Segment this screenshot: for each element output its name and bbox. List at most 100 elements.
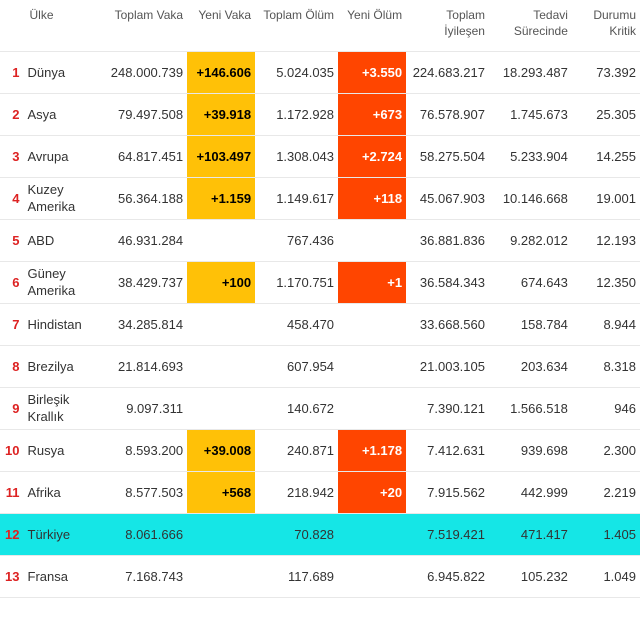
cell-critical: 1.405	[572, 514, 640, 556]
cell-new-deaths: +1	[338, 262, 406, 304]
cell-rank: 4	[0, 178, 26, 220]
cell-rank: 3	[0, 136, 26, 178]
cell-rank: 7	[0, 304, 26, 346]
cell-country: Kuzey Amerika	[26, 178, 105, 220]
cell-total-cases: 7.168.743	[104, 556, 187, 598]
cell-total-deaths: 70.828	[255, 514, 338, 556]
table-row[interactable]: 1Dünya248.000.739+146.6065.024.035+3.550…	[0, 52, 640, 94]
cell-total-deaths: 1.170.751	[255, 262, 338, 304]
col-header-critical: Durumu Kritik	[572, 0, 640, 52]
table-row[interactable]: 7Hindistan34.285.814458.47033.668.560158…	[0, 304, 640, 346]
cell-treatment: 939.698	[489, 430, 572, 472]
cell-recovered: 33.668.560	[406, 304, 489, 346]
col-header-total-deaths: Toplam Ölüm	[255, 0, 338, 52]
cell-new-deaths: +3.550	[338, 52, 406, 94]
cell-total-cases: 248.000.739	[104, 52, 187, 94]
table-row[interactable]: 6Güney Amerika38.429.737+1001.170.751+13…	[0, 262, 640, 304]
cell-treatment: 10.146.668	[489, 178, 572, 220]
table-row[interactable]: 4Kuzey Amerika56.364.188+1.1591.149.617+…	[0, 178, 640, 220]
cell-total-deaths: 607.954	[255, 346, 338, 388]
cell-critical: 2.300	[572, 430, 640, 472]
cell-treatment: 674.643	[489, 262, 572, 304]
cell-recovered: 36.584.343	[406, 262, 489, 304]
cell-total-cases: 8.577.503	[104, 472, 187, 514]
table-row[interactable]: 3Avrupa64.817.451+103.4971.308.043+2.724…	[0, 136, 640, 178]
cell-treatment: 1.745.673	[489, 94, 572, 136]
cell-total-deaths: 218.942	[255, 472, 338, 514]
cell-new-deaths	[338, 220, 406, 262]
cell-country: Afrika	[26, 472, 105, 514]
table-row[interactable]: 8Brezilya21.814.693607.95421.003.105203.…	[0, 346, 640, 388]
cell-rank: 13	[0, 556, 26, 598]
cell-country: Avrupa	[26, 136, 105, 178]
cell-total-cases: 64.817.451	[104, 136, 187, 178]
cell-new-deaths: +2.724	[338, 136, 406, 178]
table-row[interactable]: 5ABD46.931.284767.43636.881.8369.282.012…	[0, 220, 640, 262]
cell-rank: 2	[0, 94, 26, 136]
cell-new-cases: +103.497	[187, 136, 255, 178]
cell-rank: 10	[0, 430, 26, 472]
table-body: 1Dünya248.000.739+146.6065.024.035+3.550…	[0, 52, 640, 598]
cell-treatment: 203.634	[489, 346, 572, 388]
cell-new-deaths: +673	[338, 94, 406, 136]
cell-total-cases: 34.285.814	[104, 304, 187, 346]
table-row[interactable]: 2Asya79.497.508+39.9181.172.928+67376.57…	[0, 94, 640, 136]
cell-critical: 2.219	[572, 472, 640, 514]
cell-critical: 25.305	[572, 94, 640, 136]
table-row[interactable]: 10Rusya8.593.200+39.008240.871+1.1787.41…	[0, 430, 640, 472]
col-header-recovered: Toplam İyileşen	[406, 0, 489, 52]
col-header-country: Ülke	[26, 0, 105, 52]
cell-total-cases: 79.497.508	[104, 94, 187, 136]
cell-critical: 8.318	[572, 346, 640, 388]
cell-new-deaths	[338, 556, 406, 598]
cell-critical: 1.049	[572, 556, 640, 598]
cell-recovered: 45.067.903	[406, 178, 489, 220]
cell-critical: 8.944	[572, 304, 640, 346]
cell-recovered: 7.519.421	[406, 514, 489, 556]
cell-new-cases	[187, 220, 255, 262]
table-row[interactable]: 13Fransa7.168.743117.6896.945.822105.232…	[0, 556, 640, 598]
cell-new-cases: +568	[187, 472, 255, 514]
table-row[interactable]: 12Türkiye8.061.66670.8287.519.421471.417…	[0, 514, 640, 556]
cell-country: Güney Amerika	[26, 262, 105, 304]
table-header-row: Ülke Toplam Vaka Yeni Vaka Toplam Ölüm Y…	[0, 0, 640, 52]
cell-total-deaths: 5.024.035	[255, 52, 338, 94]
cell-country: Fransa	[26, 556, 105, 598]
cell-new-cases: +100	[187, 262, 255, 304]
cell-recovered: 58.275.504	[406, 136, 489, 178]
col-header-new-cases: Yeni Vaka	[187, 0, 255, 52]
cell-new-cases	[187, 346, 255, 388]
cell-total-deaths: 767.436	[255, 220, 338, 262]
cell-critical: 946	[572, 388, 640, 430]
col-header-rank	[0, 0, 26, 52]
cell-treatment: 18.293.487	[489, 52, 572, 94]
cell-country: Rusya	[26, 430, 105, 472]
cell-total-deaths: 117.689	[255, 556, 338, 598]
cell-new-deaths	[338, 388, 406, 430]
cell-new-cases: +39.918	[187, 94, 255, 136]
cell-treatment: 442.999	[489, 472, 572, 514]
cell-treatment: 5.233.904	[489, 136, 572, 178]
cell-critical: 14.255	[572, 136, 640, 178]
cell-new-deaths: +20	[338, 472, 406, 514]
col-header-total-cases: Toplam Vaka	[104, 0, 187, 52]
col-header-treatment: Tedavi Sürecinde	[489, 0, 572, 52]
cell-new-cases	[187, 388, 255, 430]
table-row[interactable]: 9Birleşik Krallık9.097.311140.6727.390.1…	[0, 388, 640, 430]
cell-total-deaths: 240.871	[255, 430, 338, 472]
cell-total-cases: 21.814.693	[104, 346, 187, 388]
cell-total-cases: 38.429.737	[104, 262, 187, 304]
cell-recovered: 36.881.836	[406, 220, 489, 262]
cell-recovered: 21.003.105	[406, 346, 489, 388]
cell-rank: 1	[0, 52, 26, 94]
cell-country: Birleşik Krallık	[26, 388, 105, 430]
cell-treatment: 158.784	[489, 304, 572, 346]
cell-new-deaths	[338, 304, 406, 346]
table-row[interactable]: 11Afrika8.577.503+568218.942+207.915.562…	[0, 472, 640, 514]
cell-new-cases	[187, 304, 255, 346]
cell-rank: 11	[0, 472, 26, 514]
cell-new-cases	[187, 514, 255, 556]
cell-recovered: 6.945.822	[406, 556, 489, 598]
cell-total-deaths: 1.308.043	[255, 136, 338, 178]
cell-critical: 12.193	[572, 220, 640, 262]
